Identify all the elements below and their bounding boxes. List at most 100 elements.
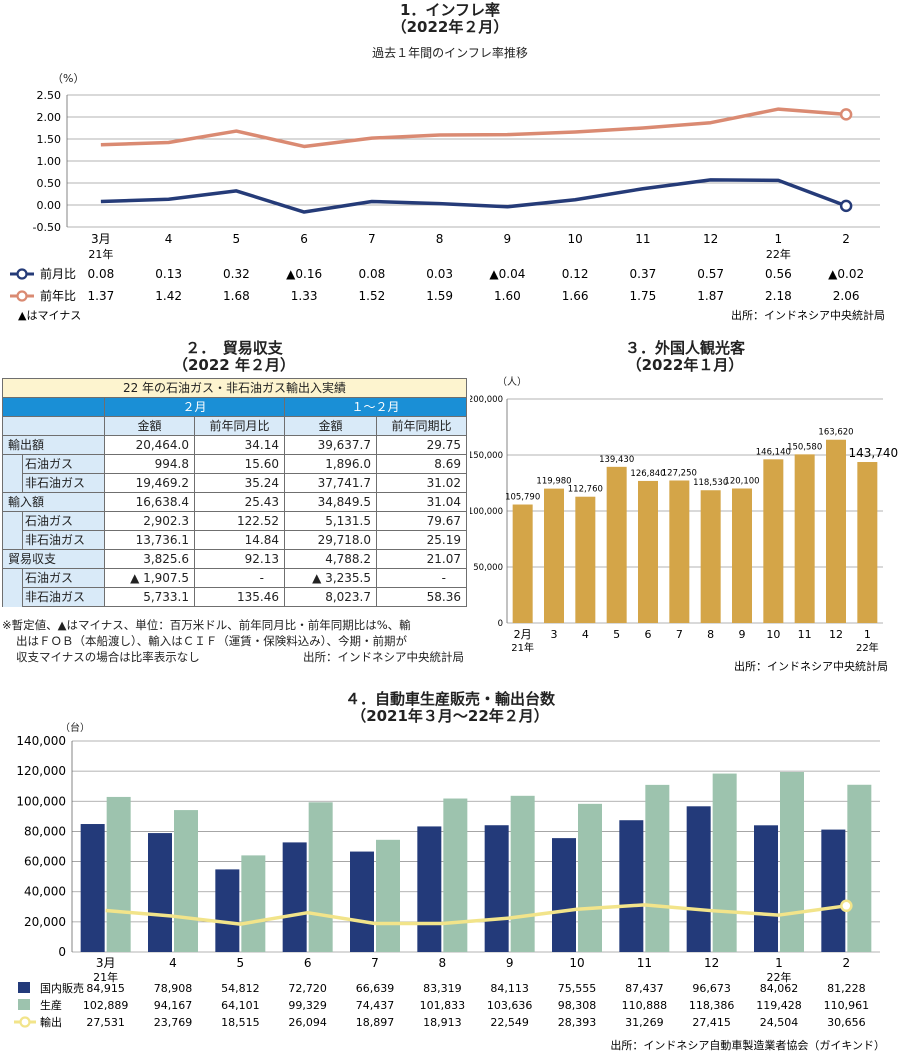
trade-cell-v3: 8,023.7 — [284, 587, 377, 607]
auto-table-value: 99,329 — [288, 999, 327, 1012]
trade-cell-v3: ▲ 3,235.5 — [284, 568, 377, 588]
auto-x-tick: 3月 — [96, 956, 116, 970]
auto-value-table: 国内販売 84,915 78,908 54,812 72,720 66,639 83,319… — [14, 981, 869, 1029]
trade-cell-v3: 1,896.0 — [284, 454, 377, 474]
auto-production-bar — [780, 772, 804, 952]
inflation-x-tick: 7 — [368, 232, 376, 246]
trade-row-indent — [2, 511, 23, 531]
inflation-value-table: 0.08 0.13 0.32 ▲0.16 0.08 0.03 ▲0.04 0.12 0.37 0.… — [88, 267, 865, 303]
auto-table-value: 18,515 — [221, 1016, 260, 1029]
inflation-minus-note: ▲はマイナス — [18, 309, 81, 322]
inflation-yoy-value: 1.33 — [291, 289, 318, 303]
auto-x-tick: 6 — [304, 956, 312, 970]
tourist-y-tick: 100,000 — [470, 507, 503, 517]
trade-cell-v2: 135.46 — [194, 587, 285, 607]
tourist-x-subtick: 22年 — [856, 641, 879, 654]
auto-table-value: 18,897 — [356, 1016, 395, 1029]
auto-table-value: 119,428 — [756, 999, 802, 1012]
trade-cell-v4: 25.19 — [376, 530, 467, 550]
auto-table-value: 81,228 — [827, 982, 866, 995]
trade-row-indent — [2, 587, 23, 607]
trade-table-caption: 22 年の石油ガス・非石油ガス輸出入実績 — [2, 378, 467, 398]
tourist-x-tick: 8 — [707, 628, 714, 641]
auto-y-unit: （台） — [60, 723, 90, 734]
trade-cell-v3: 39,637.7 — [284, 435, 377, 455]
inflation-x-tick: 10 — [567, 232, 582, 246]
auto-chart: 0 20,000 40,000 60,000 80,000 100,000 120,000 1… — [14, 734, 885, 1052]
inflation-mom-value: 0.08 — [88, 267, 115, 281]
trade-cell-v4: 31.02 — [376, 473, 467, 493]
trade-table: 22 年の石油ガス・非石油ガス輸出入実績 ２月 １～２月 金額 前年同月比 金額… — [2, 378, 467, 607]
inflation-yoy-value: 1.37 — [88, 289, 115, 303]
tourist-x-tick: 12 — [829, 628, 843, 641]
trade-row-label: 石油ガス — [22, 511, 105, 531]
inflation-y-tick: 0.00 — [37, 199, 62, 212]
auto-x-tick: 1 — [775, 956, 783, 970]
tourist-x-tick: 3 — [551, 628, 558, 641]
tourist-x-tick: 1 — [864, 628, 871, 641]
trade-row-label: 石油ガス — [22, 454, 105, 474]
auto-x-tick: 11 — [637, 956, 652, 970]
trade-row-label: 輸出額 — [2, 435, 105, 455]
auto-source: 出所：インドネシア自動車製造業者協会（ガイキンド） — [610, 1038, 885, 1052]
inflation-yoy-value: 1.68 — [223, 289, 250, 303]
auto-table-value: 110,888 — [622, 999, 668, 1012]
auto-y-tick: 120,000 — [16, 764, 66, 778]
auto-export-line — [105, 899, 853, 926]
auto-x-tick: 12 — [704, 956, 719, 970]
auto-table-value: 101,833 — [420, 999, 466, 1012]
tourist-x-tick: 11 — [798, 628, 812, 641]
inflation-y-unit: （%） — [52, 72, 85, 85]
auto-x-tick: 9 — [506, 956, 514, 970]
auto-domestic-bar — [80, 824, 105, 952]
auto-production-bar — [376, 839, 400, 952]
trade-period-feb: ２月 — [104, 397, 285, 417]
tourist-x-tick: 6 — [645, 628, 652, 641]
inflation-mom-value: ▲0.02 — [828, 267, 864, 281]
inflation-series-line — [100, 107, 847, 149]
trade-table-period-row: ２月 １～２月 — [2, 397, 467, 417]
auto-table-value: 96,673 — [692, 982, 731, 995]
auto-table-value: 23,769 — [154, 1016, 193, 1029]
trade-row-label: 非石油ガス — [22, 473, 105, 493]
trade-table-row: 石油ガス 2,902.3 122.52 5,131.5 79.67 — [2, 511, 467, 531]
tourist-y-tick: 50,000 — [473, 563, 503, 573]
inflation-yoy-value: 1.87 — [697, 289, 724, 303]
auto-production-bar — [174, 810, 198, 952]
auto-domestic-bar — [215, 869, 240, 952]
trade-cell-v1: 16,638.4 — [104, 492, 195, 512]
trade-cell-v4: 21.07 — [376, 549, 467, 569]
tourist-data-label: 120,100 — [724, 476, 759, 486]
inflation-x-subtick: 22年 — [766, 247, 791, 261]
auto-domestic-bar — [484, 825, 509, 952]
tourist-grid — [506, 398, 883, 624]
auto-domestic-bar — [754, 825, 778, 952]
trade-cell-v3: 34,849.5 — [284, 492, 377, 512]
trade-table-row: 輸出額 20,464.0 34.14 39,637.7 29.75 — [2, 435, 467, 455]
auto-production-bar — [578, 803, 602, 952]
auto-table-value: 75,555 — [558, 982, 597, 995]
inflation-yoy-value: 2.06 — [833, 289, 860, 303]
inflation-mom-value: 0.13 — [155, 267, 182, 281]
trade-cell-v2: - — [194, 568, 285, 588]
trade-cell-v1: 20,464.0 — [104, 435, 195, 455]
legend-production-swatch — [18, 999, 30, 1010]
inflation-lines — [100, 107, 853, 214]
inflation-y-tick: 1.00 — [37, 155, 62, 168]
tourist-x-tick: 5 — [613, 628, 620, 641]
tourist-x-tick: 9 — [739, 628, 746, 641]
inflation-subtitle: （2022年２月） — [391, 18, 509, 36]
tourist-data-label: 118,530 — [693, 478, 728, 488]
tourist-bar — [638, 480, 658, 623]
trade-cell-v3: 4,788.2 — [284, 549, 377, 569]
inflation-mom-value: ▲0.04 — [489, 267, 525, 281]
inflation-x-tick: 5 — [233, 232, 241, 246]
tourist-bar — [763, 459, 784, 623]
trade-table-corner — [2, 397, 105, 417]
auto-domestic-bar — [821, 829, 846, 952]
auto-x-tick: 2 — [843, 956, 851, 970]
auto-table-value: 74,437 — [356, 999, 395, 1012]
